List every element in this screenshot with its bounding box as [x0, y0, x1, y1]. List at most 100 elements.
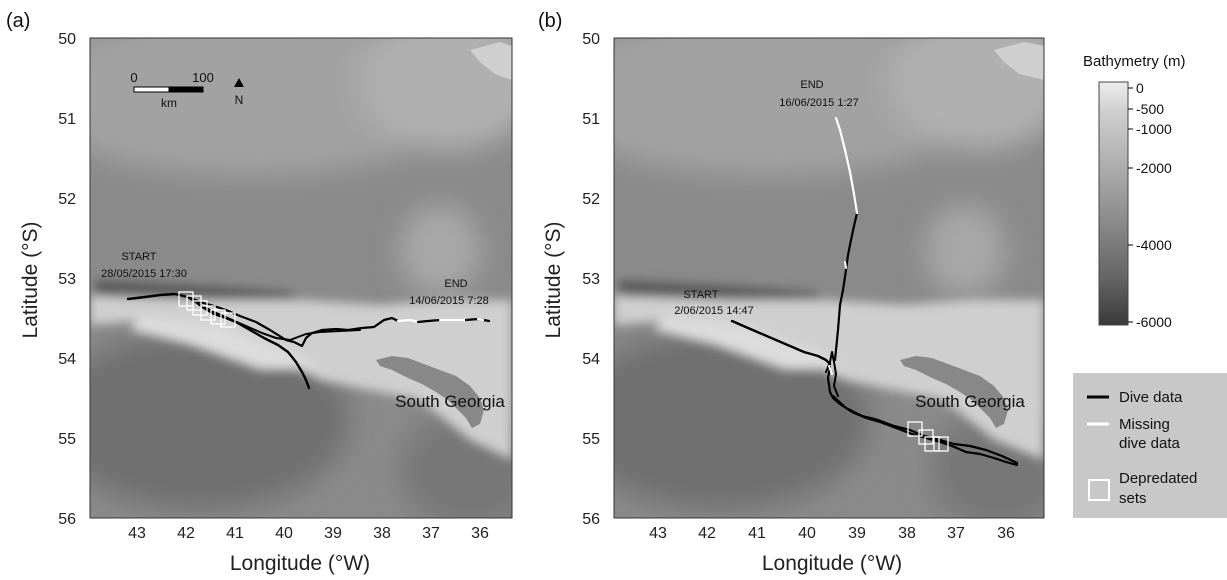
- panel-b-depredated-set: [933, 436, 949, 452]
- panel-a-start-time: 28/05/2015 17:30: [101, 268, 187, 280]
- panel-b-depredated-set: [907, 421, 923, 437]
- panel-a-label: (a): [6, 10, 30, 32]
- panel-a-depredated-set: [186, 295, 202, 311]
- panel-a-y-ticks: 50 51 52 53 54 55 56: [58, 31, 76, 528]
- x-tick-label: 37: [422, 525, 440, 542]
- panel-b-dive-track-5: [833, 211, 859, 362]
- y-tick-label: 52: [58, 191, 76, 208]
- panel-a-place-label: South Georgia: [395, 392, 505, 411]
- y-tick-label: 55: [58, 431, 76, 448]
- x-tick-label: 39: [848, 525, 866, 542]
- panel-b-start-time: 2/06/2015 14:47: [674, 305, 754, 317]
- y-tick-label: 54: [58, 351, 76, 368]
- legend-dive-label: Dive data: [1119, 389, 1183, 406]
- panel-a-depredated-set: [192, 300, 208, 316]
- panel-a-scale-bar: 0 100 km: [130, 70, 213, 110]
- panel-b-x-axis-title: Longitude (°W): [762, 552, 902, 575]
- panel-a-start-label: START: [121, 251, 156, 263]
- x-tick-label: 38: [898, 525, 916, 542]
- track-legend: Dive data Missing dive data Depredated s…: [1073, 373, 1227, 518]
- y-tick-label: 52: [582, 191, 600, 208]
- panel-a-south-georgia-island: [376, 356, 484, 428]
- panel-b-start-label: START: [683, 289, 718, 301]
- bathymetry-tick-label: -500: [1136, 101, 1164, 117]
- x-tick-label: 36: [997, 525, 1015, 542]
- panel-b-dive-track-4: [825, 351, 839, 397]
- bathymetry-ticks: [1128, 87, 1133, 323]
- panel-b-y-axis-title: Latitude (°S): [542, 222, 565, 339]
- legend-missing-label-line2: dive data: [1119, 435, 1181, 452]
- x-tick-label: 43: [128, 525, 146, 542]
- y-tick-label: 53: [582, 271, 600, 288]
- panel-a-dive-track-2: [186, 295, 400, 348]
- panel-b-end-time: 16/06/2015 1:27: [779, 97, 859, 109]
- y-tick-label: 51: [582, 111, 600, 128]
- panel-a-depredated-set: [210, 309, 226, 325]
- panel-b-place-label: South Georgia: [915, 392, 1025, 411]
- y-tick-label: 55: [582, 431, 600, 448]
- panel-a-dive-track-4: [416, 318, 442, 324]
- panel-b-depredated-set: [924, 436, 940, 452]
- legend-sets-square-icon: [1088, 479, 1110, 501]
- bathymetry-tick-label: -4000: [1136, 237, 1172, 253]
- panel-a-bathymetry: [90, 38, 512, 518]
- panel-b-dive-track-3: [831, 394, 1019, 465]
- panel-a-depredated-set: [220, 312, 236, 328]
- legend-sets-label-line2: sets: [1119, 490, 1147, 507]
- panel-a-depredated-set: [178, 291, 194, 307]
- panel-a-x-axis-title: Longitude (°W): [230, 552, 370, 575]
- bathymetry-tick-label: -6000: [1136, 314, 1172, 330]
- x-tick-label: 41: [226, 525, 244, 542]
- x-tick-label: 41: [748, 525, 766, 542]
- panel-b-dive-track: [730, 319, 832, 366]
- panel-b-track: [730, 116, 1019, 467]
- legend-missing-label-line1: Missing: [1119, 416, 1170, 433]
- panel-a-frame: [89, 37, 513, 519]
- scale-bar-zero-label: 0: [130, 70, 137, 85]
- panel-a-y-axis-title: Latitude (°S): [19, 222, 42, 339]
- panel-a-missing-track: [396, 318, 420, 324]
- y-tick-label: 50: [582, 31, 600, 48]
- panel-a-x-ticks: 43 42 41 40 39 38 37 36: [128, 525, 489, 542]
- panel-b-missing-track-3: [828, 365, 833, 375]
- x-tick-label: 39: [324, 525, 342, 542]
- panel-a-end-time: 14/06/2015 7:28: [409, 295, 489, 307]
- y-tick-label: 54: [582, 351, 600, 368]
- y-tick-label: 50: [58, 31, 76, 48]
- bathymetry-legend: Bathymetry (m) 0 -500 -1000 -2000 -4000 …: [1083, 53, 1186, 330]
- y-tick-label: 56: [582, 511, 600, 528]
- bathymetry-tick-label: -1000: [1136, 121, 1172, 137]
- panel-b-y-ticks: 50 51 52 53 54 55 56: [582, 31, 600, 528]
- x-tick-label: 36: [471, 525, 489, 542]
- panel-b-label: (b): [538, 10, 562, 32]
- panel-b-bathymetry: [614, 38, 1044, 518]
- panel-b-south-georgia-island: [900, 356, 1008, 428]
- bathymetry-tick-label: 0: [1136, 80, 1144, 96]
- panel-b-missing-track-2: [844, 261, 847, 269]
- scale-bar-max-label: 100: [192, 70, 214, 85]
- x-tick-label: 43: [649, 525, 667, 542]
- panel-b-x-ticks: 43 42 41 40 39 38 37 36: [649, 525, 1015, 542]
- panel-b: START 2/06/2015 14:47 END 16/06/2015 1:2…: [538, 10, 1045, 575]
- scale-bar-unit-label: km: [161, 96, 177, 110]
- panel-a-depredated-set: [200, 305, 216, 321]
- x-tick-label: 40: [798, 525, 816, 542]
- panel-a-missing-track-3: [476, 317, 485, 322]
- panel-a-end-label: END: [444, 278, 467, 290]
- y-tick-label: 56: [58, 511, 76, 528]
- bathymetry-colorbar: [1098, 81, 1129, 326]
- north-arrow-icon: [234, 78, 244, 87]
- panel-b-frame: [613, 37, 1045, 519]
- x-tick-label: 38: [373, 525, 391, 542]
- north-arrow: N: [234, 78, 244, 107]
- bathymetry-tick-label: -2000: [1136, 160, 1172, 176]
- x-tick-label: 42: [177, 525, 195, 542]
- panel-b-depredated-sets: [907, 421, 949, 452]
- x-tick-label: 42: [698, 525, 716, 542]
- bathymetry-title: Bathymetry (m): [1083, 53, 1186, 70]
- panel-b-missing-track: [834, 116, 859, 215]
- x-tick-label: 37: [947, 525, 965, 542]
- panel-a-depredated-sets: [178, 291, 236, 328]
- panel-b-end-label: END: [800, 79, 823, 91]
- x-tick-label: 40: [275, 525, 293, 542]
